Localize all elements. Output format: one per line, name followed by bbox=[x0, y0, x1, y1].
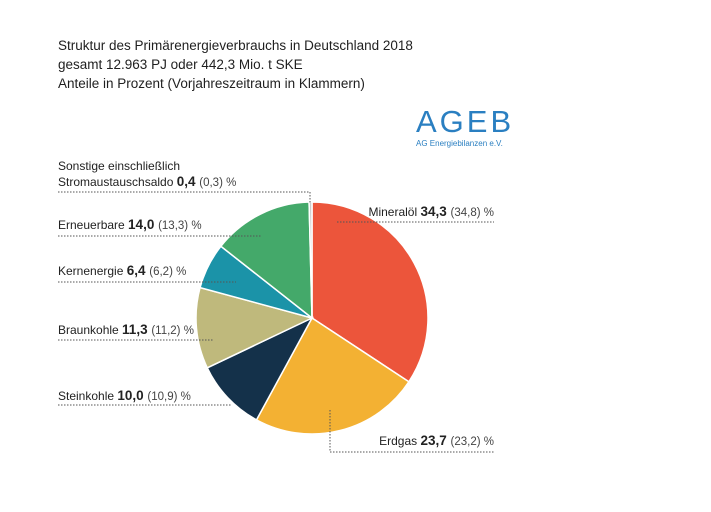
slice-label-value-mineraloel: 34,3 bbox=[420, 204, 450, 219]
chart-subtitle-total: gesamt 12.963 PJ oder 442,3 Mio. t SKE bbox=[58, 57, 303, 72]
slice-label-braunkohle: Braunkohle 11,3 (11,2) % bbox=[58, 322, 194, 337]
pie-slice-erneuerbare bbox=[219, 201, 313, 320]
pie-slice-sonstige bbox=[308, 201, 313, 319]
slice-label-unit-braunkohle: % bbox=[184, 325, 194, 337]
slice-label-name-sonstige: Stromaustauschsaldo bbox=[58, 175, 177, 189]
chart-title: Struktur des Primärenergieverbrauchs in … bbox=[58, 38, 413, 53]
slice-label-prev-erneuerbare: (13,3) bbox=[158, 220, 191, 232]
slice-label-name-kernenergie: Kernenergie bbox=[58, 264, 127, 278]
slice-label-prev-erdgas: (23,2) bbox=[451, 436, 484, 448]
slice-label-value-erdgas: 23,7 bbox=[420, 433, 450, 448]
slice-label-name-mineraloel: Mineralöl bbox=[368, 205, 420, 219]
slice-label-name-erneuerbare: Erneuerbare bbox=[58, 218, 128, 232]
slice-label-prev-mineraloel: (34,8) bbox=[451, 207, 484, 219]
slice-label-value-erneuerbare: 14,0 bbox=[128, 217, 158, 232]
slice-label-steinkohle: Steinkohle 10,0 (10,9) % bbox=[58, 388, 191, 403]
logo-subtext: AG Energiebilanzen e.V. bbox=[416, 139, 503, 148]
slice-label-value-steinkohle: 10,0 bbox=[117, 388, 147, 403]
slice-label-name-steinkohle: Steinkohle bbox=[58, 389, 117, 403]
slice-label-unit-erdgas: % bbox=[484, 436, 494, 448]
slice-label-unit-steinkohle: % bbox=[181, 391, 191, 403]
slice-label-kernenergie: Kernenergie 6,4 (6,2) % bbox=[58, 263, 186, 278]
slice-label-name-line1-sonstige: Sonstige einschließlich bbox=[58, 159, 180, 173]
pie-slice-braunkohle bbox=[195, 286, 315, 369]
slice-label-prev-steinkohle: (10,9) bbox=[147, 391, 180, 403]
pie-slices bbox=[195, 201, 429, 435]
pie-slice-steinkohle bbox=[206, 316, 314, 421]
leader-lines bbox=[58, 191, 494, 453]
slice-label-sonstige: Stromaustauschsaldo 0,4 (0,3) % bbox=[58, 174, 236, 189]
slice-label-name-erdgas: Erdgas bbox=[379, 434, 420, 448]
slice-label-value-kernenergie: 6,4 bbox=[127, 263, 150, 278]
slice-labels: Mineralöl 34,3 (34,8) %Erdgas 23,7 (23,2… bbox=[58, 159, 494, 448]
ageb-logo: AGEB AG Energiebilanzen e.V. bbox=[416, 104, 515, 148]
logo-text: AGEB bbox=[416, 104, 515, 139]
slice-label-unit-kernenergie: % bbox=[176, 266, 186, 278]
slice-label-erdgas: Erdgas 23,7 (23,2) % bbox=[379, 433, 494, 448]
slice-label-prev-kernenergie: (6,2) bbox=[149, 266, 176, 278]
slice-label-value-sonstige: 0,4 bbox=[177, 174, 200, 189]
chart-titles: Struktur des Primärenergieverbrauchs in … bbox=[58, 36, 413, 93]
slice-label-prev-braunkohle: (11,2) bbox=[151, 325, 183, 337]
slice-label-erneuerbare: Erneuerbare 14,0 (13,3) % bbox=[58, 217, 202, 232]
slice-label-name-braunkohle: Braunkohle bbox=[58, 323, 122, 337]
slice-label-mineraloel: Mineralöl 34,3 (34,8) % bbox=[368, 204, 494, 219]
slice-label-unit-sonstige: % bbox=[226, 177, 236, 189]
slice-label-prev-sonstige: (0,3) bbox=[199, 177, 226, 189]
slice-label-value-braunkohle: 11,3 bbox=[122, 322, 151, 337]
pie-slice-erdgas bbox=[255, 316, 410, 435]
slice-label-unit-erneuerbare: % bbox=[191, 220, 201, 232]
slice-label-unit-mineraloel: % bbox=[484, 207, 494, 219]
chart-subtitle-shares: Anteile in Prozent (Vorjahreszeitraum in… bbox=[58, 76, 365, 91]
